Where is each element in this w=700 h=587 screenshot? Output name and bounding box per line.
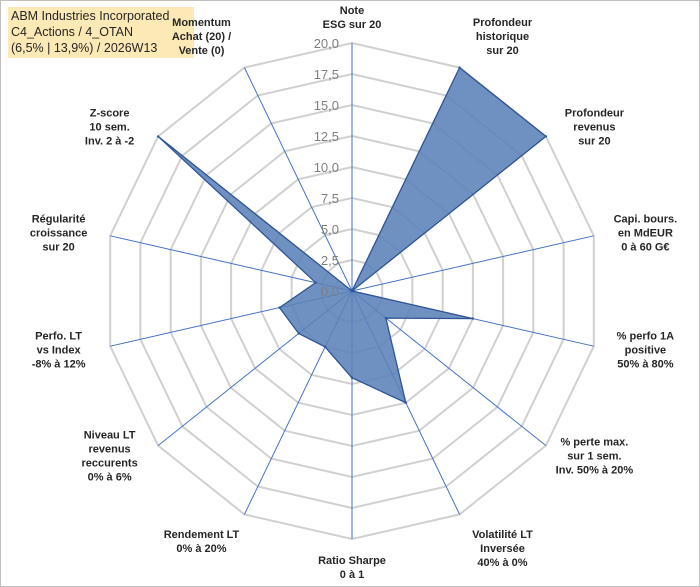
data-point-5	[384, 316, 388, 320]
axis-label-5-line-0: % perte max.	[560, 437, 628, 449]
tick-label-5: 12,5	[314, 129, 339, 144]
axis-label-12-line-0: Z-score	[90, 107, 130, 119]
data-point-11	[314, 281, 317, 284]
axis-label-8-line-1: 0% à 20%	[176, 543, 226, 555]
axis-label-13-line-0: Momentum	[172, 17, 231, 29]
tick-label-7: 17,5	[314, 67, 339, 82]
axis-label-13-line-2: Vente (0)	[179, 45, 225, 57]
data-point-6	[404, 401, 407, 404]
axis-spoke-3	[351, 235, 594, 292]
data-point-8	[323, 345, 327, 349]
axis-label-7-line-1: 0 à 1	[340, 569, 364, 581]
axis-label-0-line-1: ESG sur 20	[323, 19, 382, 31]
chart-title-box: ABM Industries Incorporated C4_Actions /…	[8, 7, 194, 58]
tick-label-0: 0,0	[321, 284, 339, 299]
axis-label-3-line-0: Capi. bours.	[614, 213, 678, 225]
axis-label-11-line-0: Régularité	[32, 213, 86, 225]
tick-label-6: 15,0	[314, 98, 339, 113]
axis-label-9-line-0: Niveau LT	[84, 430, 136, 442]
axis-label-1-line-1: historique	[476, 31, 529, 43]
axis-label-4-line-1: positive	[625, 345, 667, 357]
axis-label-1-line-2: sur 20	[486, 45, 518, 57]
axis-label-7-line-0: Ratio Sharpe	[318, 555, 386, 567]
axis-label-6-line-1: Inversée	[480, 543, 525, 555]
chart-title-line-3: (6,5% | 13,9%) / 2026W13	[11, 41, 158, 55]
axis-spoke-13	[243, 67, 353, 292]
data-point-2	[544, 135, 548, 138]
tick-label-2: 5,0	[321, 222, 339, 237]
tick-label-3: 7,5	[321, 191, 339, 206]
chart-title-line-2: C4_Actions / 4_OTAN	[11, 25, 134, 39]
data-point-1	[458, 66, 461, 69]
axis-label-2-line-1: revenus	[573, 121, 615, 133]
data-point-10	[278, 306, 281, 309]
axis-label-9-line-1: revenus	[88, 444, 130, 456]
axis-label-1-line-0: Profondeur	[473, 17, 533, 29]
chart-title-line-1: ABM Industries Incorporated	[11, 9, 170, 23]
axis-label-2-line-2: sur 20	[578, 135, 610, 147]
axis-label-5-line-1: sur 1 sem.	[567, 451, 621, 463]
data-point-4	[471, 317, 475, 320]
axis-label-9-line-3: 0% à 6%	[88, 472, 132, 484]
axis-label-0-line-0: Note	[340, 5, 364, 17]
tick-label-1: 2,5	[321, 253, 339, 268]
axis-label-13-line-1: Achat (20) /	[172, 31, 231, 43]
data-point-7	[350, 376, 354, 379]
axis-label-12-line-1: 10 sem.	[89, 121, 129, 133]
axis-label-10-line-1: vs Index	[37, 345, 82, 357]
axis-label-12-line-2: Inv. 2 à -2	[85, 135, 134, 147]
tick-label-8: 20,0	[314, 36, 339, 51]
axis-label-5-line-2: Inv. 50% à 20%	[556, 465, 634, 477]
axis-label-9-line-2: reccurents	[81, 458, 137, 470]
axis-label-4-line-2: 50% à 80%	[617, 359, 673, 371]
axis-label-10-line-2: -8% à 12%	[32, 359, 86, 371]
axis-label-6-line-2: 40% à 0%	[477, 557, 527, 569]
axis-label-11-line-1: croissance	[30, 227, 87, 239]
data-point-12	[156, 135, 160, 138]
axis-label-2-line-0: Profondeur	[565, 107, 625, 119]
series-area	[157, 66, 547, 404]
axis-label-10-line-0: Perfo. LT	[35, 331, 82, 343]
axis-label-3-line-1: en MdEUR	[618, 227, 673, 239]
axis-spoke-11	[110, 235, 353, 292]
axis-label-8-line-0: Rendement LT	[164, 529, 240, 541]
data-point-9	[297, 332, 300, 335]
tick-label-4: 10,0	[314, 160, 339, 175]
axis-label-3-line-2: 0 à 60 G€	[621, 241, 669, 253]
axis-label-11-line-2: sur 20	[42, 241, 74, 253]
axis-label-6-line-0: Volatilité LT	[472, 529, 533, 541]
data-point-13	[350, 289, 354, 293]
axis-label-4-line-0: % perfo 1A	[617, 331, 675, 343]
